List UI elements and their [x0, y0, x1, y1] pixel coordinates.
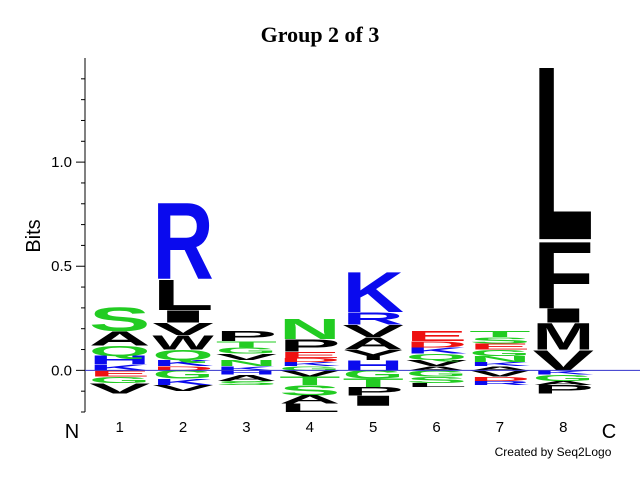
logo-letter: K — [279, 361, 340, 367]
logo-letter: G — [279, 365, 340, 371]
logo-letter: T — [343, 377, 404, 390]
logo-letter: A — [216, 373, 277, 383]
logo-letter: L — [152, 271, 213, 319]
logo-letter: V — [469, 369, 530, 379]
logo-letter: S — [406, 375, 467, 385]
logo-letter: V — [152, 383, 213, 393]
logo-letter: D — [406, 340, 467, 350]
logo-letter: G — [216, 346, 277, 356]
logo-letter: Q — [406, 352, 467, 362]
logo-letter: V — [152, 319, 214, 338]
x-tick-label: 6 — [432, 419, 440, 436]
logo-letter: N — [216, 358, 277, 368]
chart-title: Group 2 of 3 — [261, 22, 380, 47]
logo-letter: Y — [343, 347, 404, 363]
start-label: N — [65, 421, 79, 443]
logo-letter: G — [152, 368, 213, 381]
logo-letter: D — [152, 365, 213, 371]
y-tick-label: 1.0 — [51, 154, 72, 171]
logo-letter: E — [89, 369, 150, 379]
logo-letter: T — [279, 375, 340, 388]
logo-letter: K — [469, 361, 530, 367]
logo-letter: V — [89, 380, 151, 396]
logo-letter: D — [469, 376, 530, 382]
logo-letter: V — [279, 369, 340, 379]
logo-letter: S — [216, 380, 277, 386]
logo-letter: A — [89, 327, 150, 349]
x-tick-label: 1 — [116, 419, 124, 436]
logo-letter: L — [279, 402, 340, 415]
logo-letter: H — [216, 369, 277, 375]
credit: Created by Seq2Logo — [495, 445, 612, 459]
logo-letter: R — [469, 380, 530, 386]
end-label: C — [602, 421, 616, 443]
logo-letter: N — [469, 354, 530, 364]
logo-letter: Q — [89, 343, 150, 359]
logo-letter: R — [152, 180, 213, 302]
logo-letter: P — [279, 336, 340, 355]
logo-letter: G — [89, 375, 150, 385]
logo-letter: V — [216, 352, 277, 362]
logo-letter: L — [533, 15, 594, 293]
logo-letter: A — [406, 365, 467, 371]
logo-letter: E — [469, 342, 530, 352]
logo-letter: K — [152, 358, 213, 368]
logo-letter: K — [533, 369, 594, 375]
logo-letter: S — [89, 299, 150, 338]
logo-letter: P — [216, 328, 277, 344]
logo-letter: P — [533, 383, 594, 396]
logo-letter: A — [469, 365, 530, 371]
logo-letter: I — [152, 307, 213, 326]
logo-letter: M — [533, 316, 594, 358]
logo-letter: A — [533, 380, 594, 386]
logo-letter: Q — [152, 347, 213, 363]
logo-letter: K — [152, 377, 213, 387]
logo-letter: S — [279, 382, 340, 398]
y-tick-label: 0.5 — [51, 258, 72, 275]
logo-letter: S — [469, 336, 530, 346]
logo-letter: A — [343, 334, 404, 353]
logo-letter: A — [279, 393, 340, 406]
logo-letter: L — [406, 382, 467, 388]
logo-letter: K — [216, 365, 277, 371]
x-tick-label: 7 — [496, 419, 504, 436]
logo-letter: G — [469, 348, 530, 358]
logo-letter: H — [343, 357, 404, 373]
logo-letter: G — [533, 373, 594, 383]
logo-letter: T — [469, 329, 530, 339]
x-tick-label: 5 — [369, 419, 377, 436]
logo-letter: K — [89, 363, 150, 373]
logo-letter: D — [279, 357, 340, 363]
logo-letter: V — [406, 358, 467, 368]
logo-letter: G — [343, 368, 404, 381]
logo-letter: F — [533, 222, 594, 328]
logo-letter: V — [533, 344, 594, 377]
logo-letter: E — [406, 328, 467, 344]
logo-letter: R — [343, 309, 404, 328]
x-tick-label: 3 — [242, 419, 250, 436]
logo-letter: H — [89, 354, 150, 367]
logo-letter: K — [406, 346, 467, 356]
logo-letter: G — [406, 369, 467, 379]
logo-letter: T — [216, 340, 277, 350]
x-tick-label: 2 — [179, 419, 187, 436]
logo-letter: V — [343, 322, 405, 341]
x-tick-label: 8 — [559, 419, 567, 436]
y-tick-label: 0.0 — [51, 362, 72, 379]
x-tick-label: 4 — [306, 419, 314, 436]
logo-letter: I — [343, 393, 404, 409]
logo-letter: K — [343, 260, 404, 324]
logo-letter: P — [343, 385, 404, 398]
logo-letter: W — [152, 332, 213, 354]
logo-letter: N — [279, 313, 340, 346]
logo-letter: E — [279, 350, 340, 360]
logo-letter: I — [533, 304, 594, 326]
y-axis-label: Bits — [23, 219, 45, 252]
